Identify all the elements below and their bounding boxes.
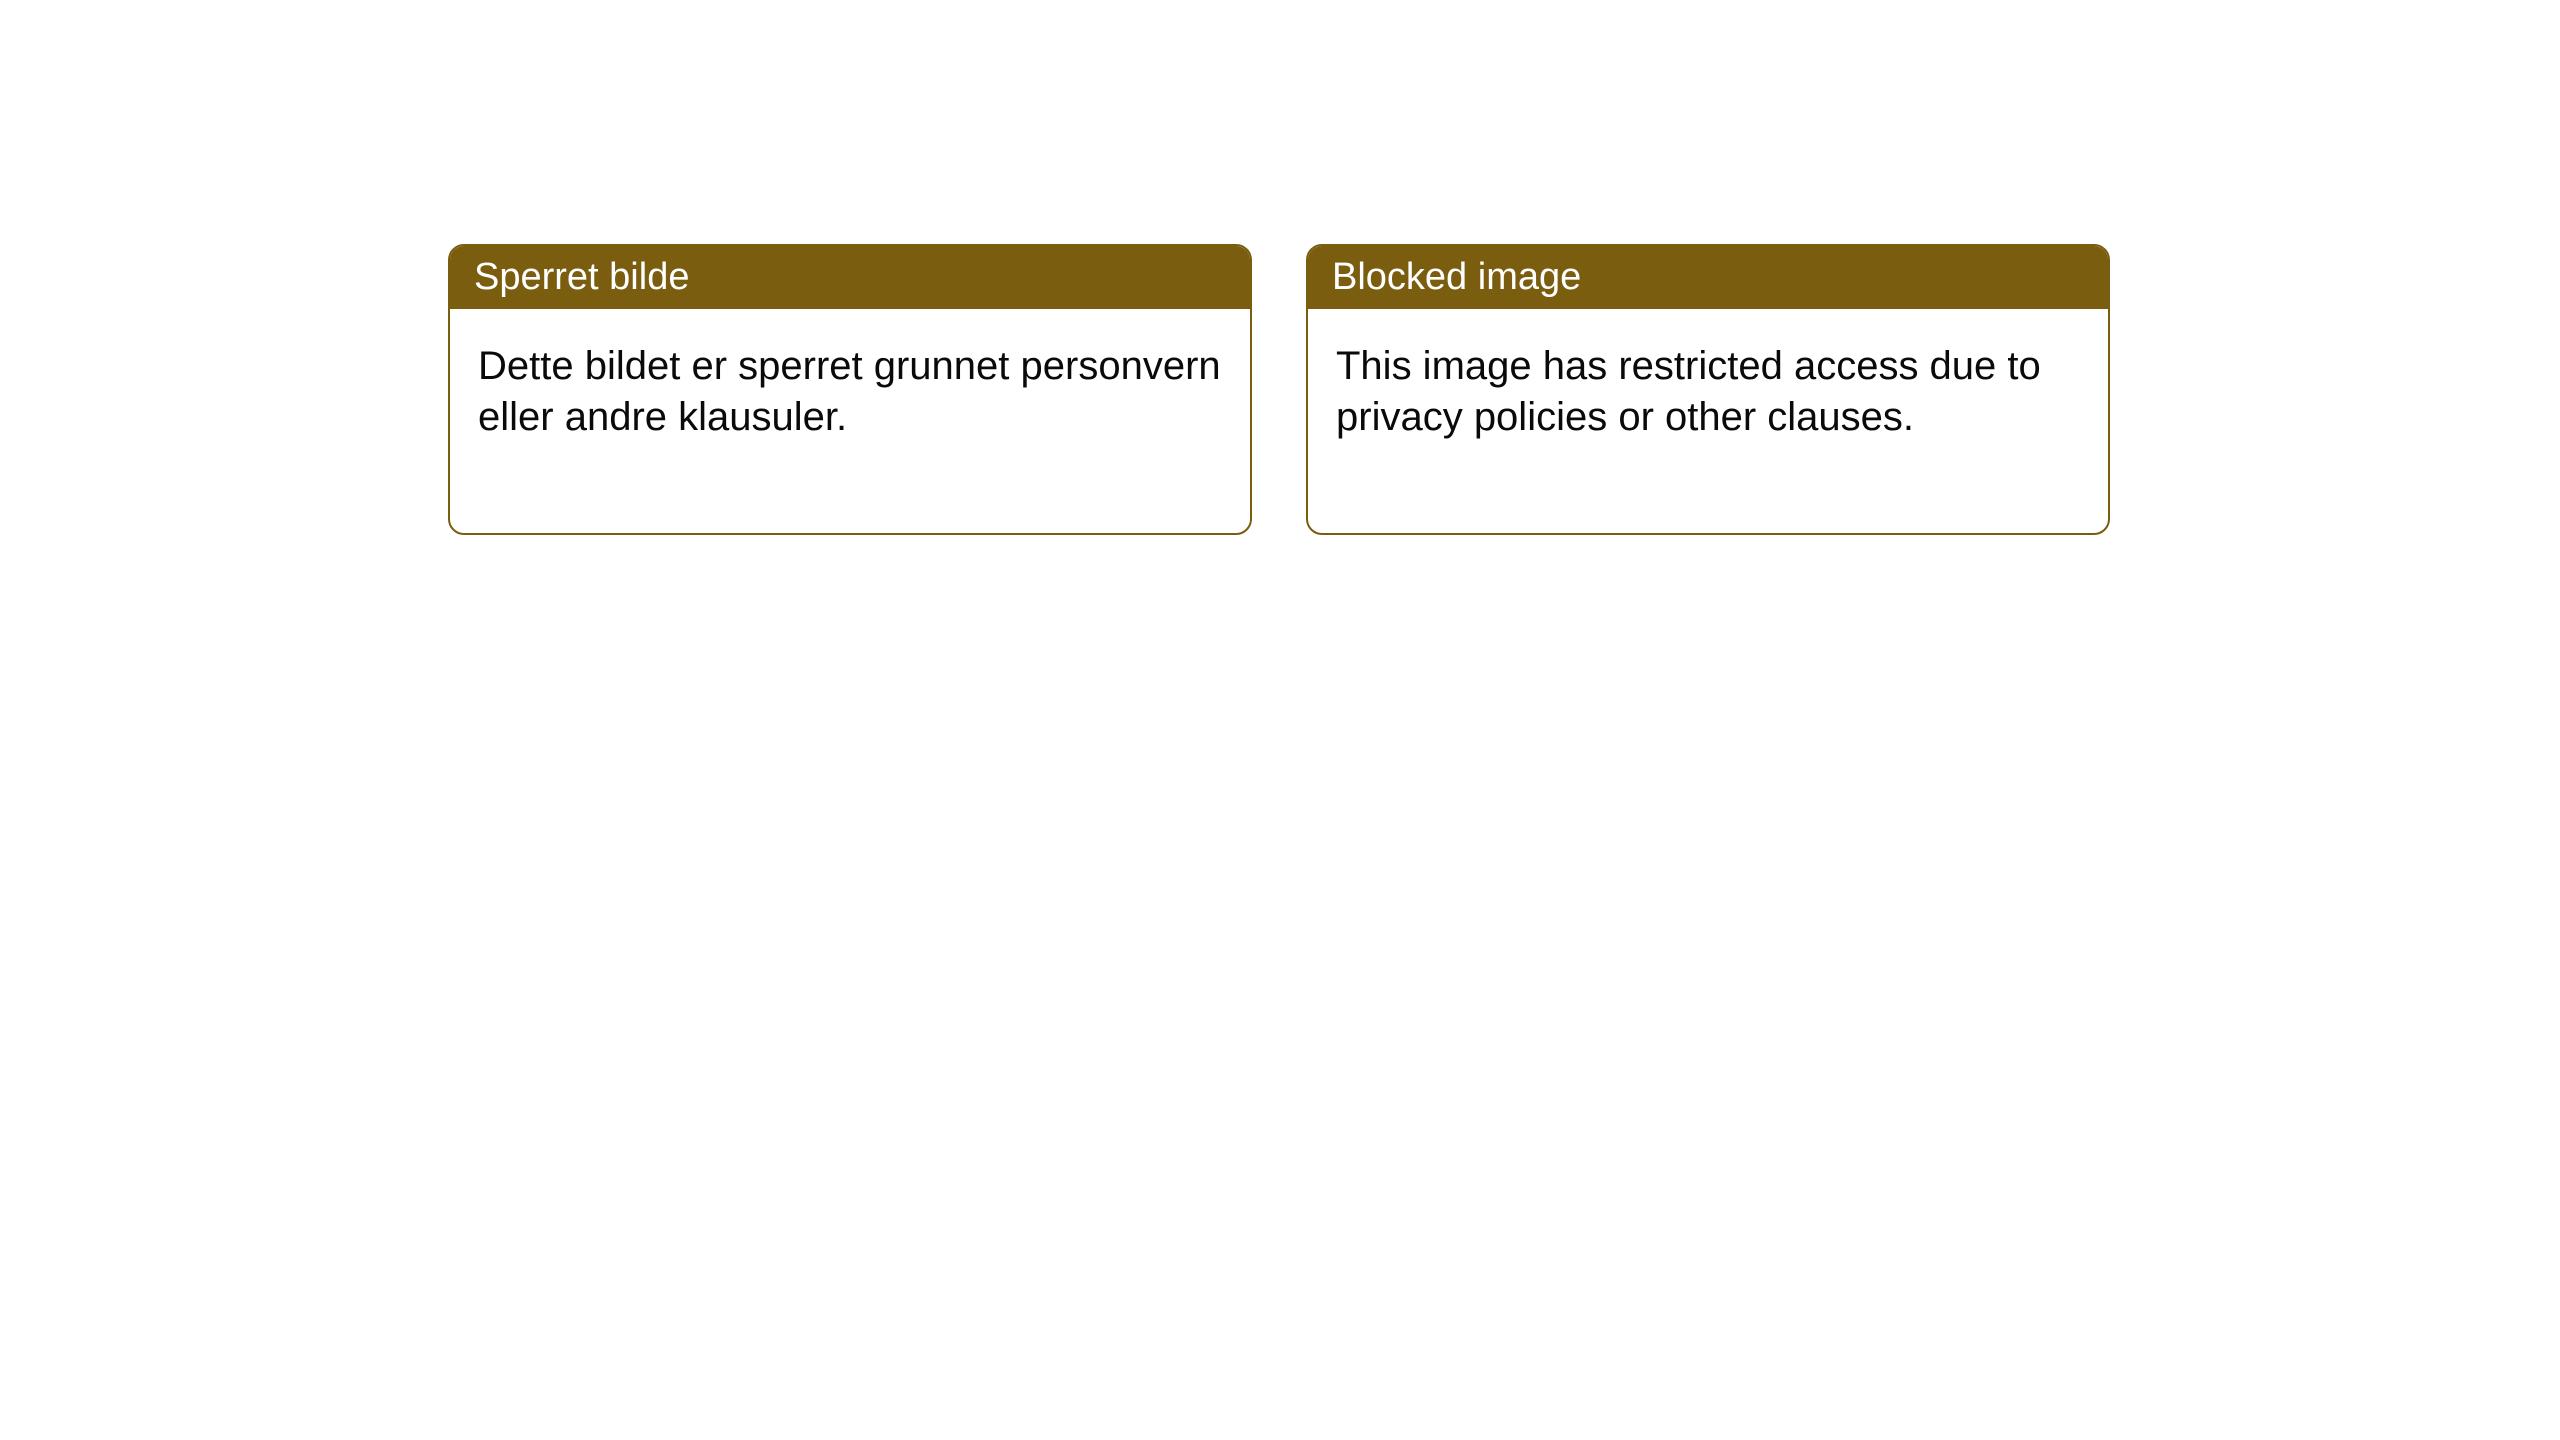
notice-title-english: Blocked image bbox=[1308, 246, 2108, 309]
notice-card-english: Blocked image This image has restricted … bbox=[1306, 244, 2110, 535]
notice-container: Sperret bilde Dette bildet er sperret gr… bbox=[0, 0, 2560, 535]
notice-title-norwegian: Sperret bilde bbox=[450, 246, 1250, 309]
notice-body-english: This image has restricted access due to … bbox=[1308, 309, 2108, 533]
notice-card-norwegian: Sperret bilde Dette bildet er sperret gr… bbox=[448, 244, 1252, 535]
notice-body-norwegian: Dette bildet er sperret grunnet personve… bbox=[450, 309, 1250, 533]
